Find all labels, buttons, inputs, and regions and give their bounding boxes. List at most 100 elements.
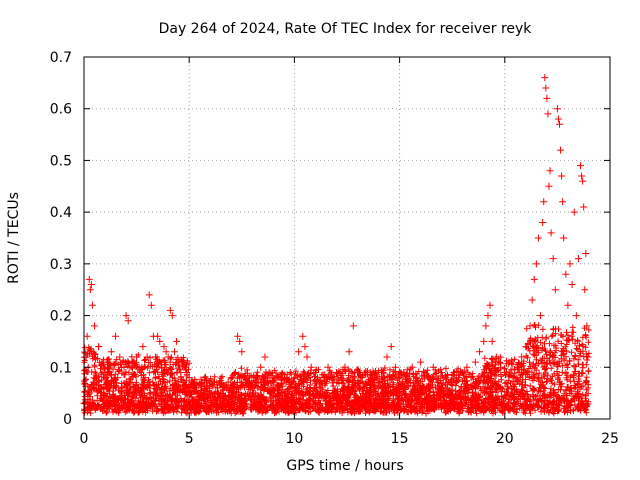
data-point	[391, 363, 399, 371]
data-point	[265, 368, 273, 376]
data-point	[206, 389, 214, 397]
data-point	[158, 363, 166, 371]
data-point	[505, 358, 513, 366]
data-point	[166, 306, 174, 314]
data-point	[522, 343, 530, 351]
data-point	[124, 317, 132, 325]
data-point	[362, 379, 370, 387]
data-point	[103, 379, 111, 387]
data-point	[580, 203, 588, 211]
data-point	[554, 115, 562, 123]
data-point	[404, 379, 412, 387]
data-point	[476, 348, 484, 356]
data-point	[261, 353, 269, 361]
data-point	[122, 312, 130, 320]
data-point	[559, 198, 567, 206]
data-point	[358, 374, 366, 382]
data-point	[332, 368, 340, 376]
data-point	[274, 384, 282, 392]
data-point	[139, 343, 147, 351]
plot-frame	[83, 56, 611, 420]
data-point	[412, 374, 420, 382]
data-point	[227, 374, 235, 382]
data-point	[328, 379, 336, 387]
data-point	[109, 384, 117, 392]
data-point	[152, 353, 160, 361]
x-tick-label: 5	[185, 431, 194, 447]
data-point	[582, 250, 590, 258]
data-point	[400, 368, 408, 376]
data-point	[581, 286, 589, 294]
data-point	[482, 322, 490, 330]
data-point	[168, 312, 176, 320]
data-point	[547, 229, 555, 237]
data-point	[438, 368, 446, 376]
data-point	[210, 399, 218, 407]
data-point	[240, 374, 248, 382]
data-point	[341, 363, 349, 371]
data-point	[248, 384, 256, 392]
data-point	[202, 394, 210, 402]
data-point	[537, 312, 545, 320]
data-point	[97, 389, 105, 397]
data-point	[471, 358, 479, 366]
data-point	[147, 301, 155, 309]
data-point	[574, 255, 582, 263]
data-point	[579, 177, 587, 185]
data-point	[583, 322, 591, 330]
data-point	[295, 348, 303, 356]
data-point	[442, 374, 450, 382]
data-point	[164, 353, 172, 361]
data-point	[345, 348, 353, 356]
data-point	[450, 368, 458, 376]
data-point	[179, 379, 187, 387]
data-point	[429, 363, 437, 371]
y-tick-label: 0.1	[50, 360, 72, 376]
y-tick-label: 0.2	[50, 309, 72, 325]
data-point	[116, 353, 124, 361]
data-point	[219, 394, 227, 402]
data-point	[301, 343, 309, 351]
data-point	[486, 301, 494, 309]
data-point	[501, 368, 509, 376]
data-point	[128, 358, 136, 366]
data-point	[513, 363, 521, 371]
axis-ticks: 0 5 10 15 20 25 0 0.1 0.2 0.3 0.4 0.5 0.6 0.7	[50, 50, 619, 447]
data-point	[185, 374, 193, 382]
data-point	[236, 337, 244, 345]
data-point	[286, 368, 294, 376]
data-point	[154, 332, 162, 340]
data-point	[542, 84, 550, 92]
data-point	[354, 368, 362, 376]
data-point	[231, 368, 239, 376]
data-point	[198, 379, 206, 387]
data-point	[562, 270, 570, 278]
data-point	[145, 291, 153, 299]
data-point	[379, 368, 387, 376]
x-tick-label: 15	[391, 431, 409, 447]
y-tick-label: 0	[63, 412, 72, 428]
data-point	[118, 389, 126, 397]
data-point	[257, 363, 265, 371]
data-point	[234, 332, 242, 340]
data-point	[215, 389, 223, 397]
data-point	[425, 374, 433, 382]
data-point	[387, 343, 395, 351]
data-point	[175, 358, 183, 366]
data-point	[545, 182, 553, 190]
data-point	[546, 167, 554, 175]
data-point	[137, 368, 145, 376]
data-point	[530, 275, 538, 283]
data-point	[551, 286, 559, 294]
data-point	[112, 332, 120, 340]
x-tick-label: 0	[80, 431, 89, 447]
data-point	[162, 348, 170, 356]
data-point	[534, 234, 542, 242]
data-point	[87, 281, 95, 289]
data-point	[156, 337, 164, 345]
data-point	[316, 379, 324, 387]
data-point	[467, 374, 475, 382]
data-point	[375, 379, 383, 387]
data-point	[244, 379, 252, 387]
